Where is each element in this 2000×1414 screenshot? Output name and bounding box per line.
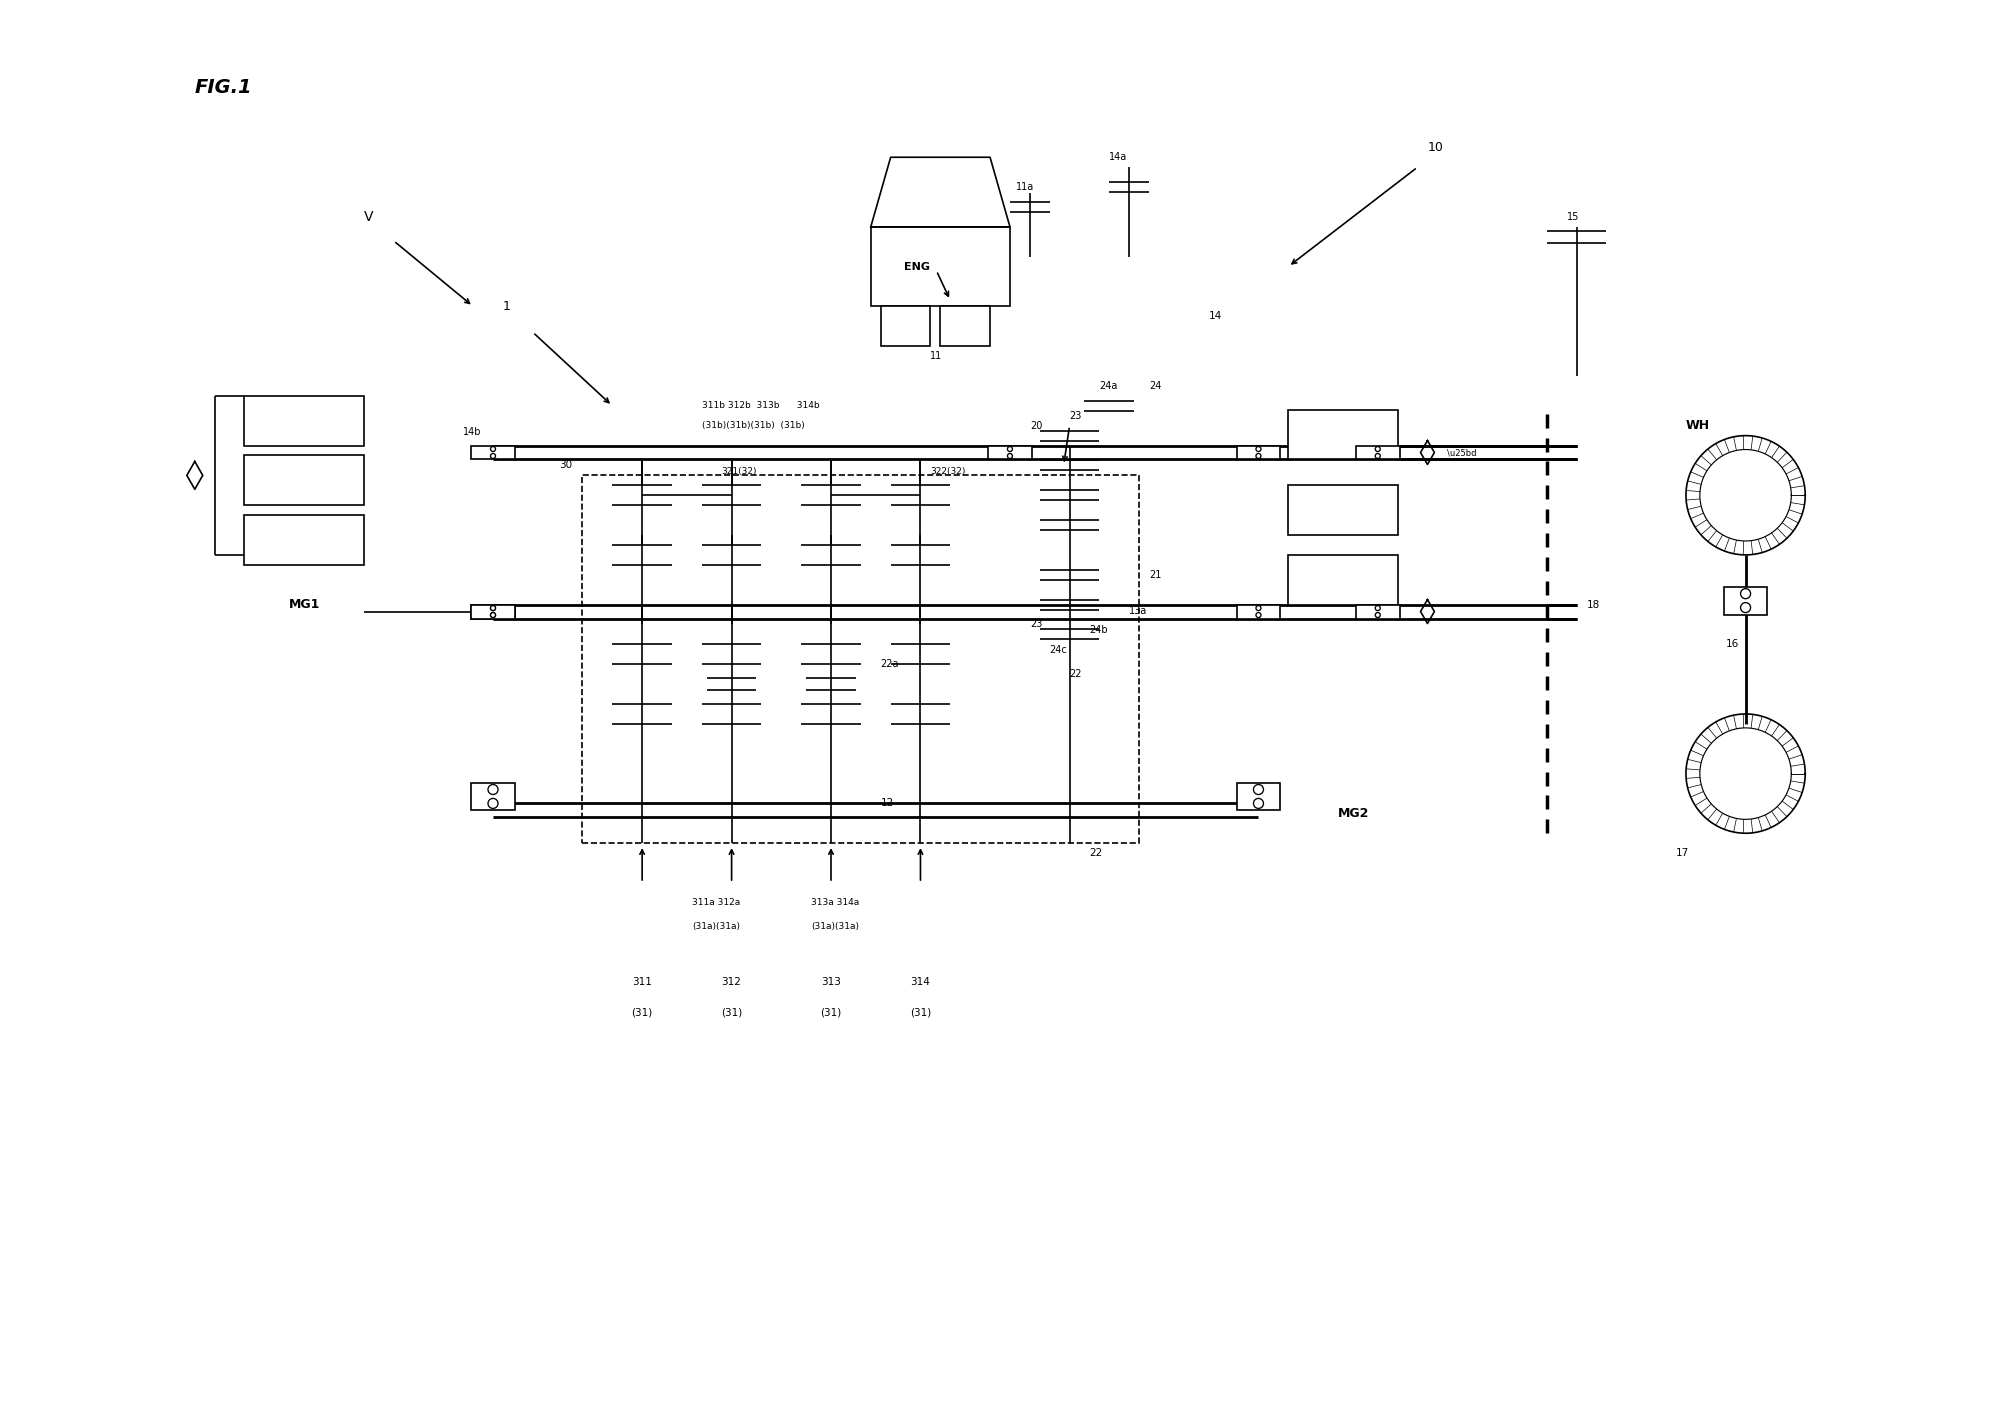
Text: 24a: 24a [1100,380,1118,390]
Text: 311b 312b  313b      314b: 311b 312b 313b 314b [702,402,820,410]
Text: 14: 14 [1208,311,1222,321]
Circle shape [1376,447,1380,451]
Bar [472,605,514,618]
Bar [244,455,364,505]
Circle shape [1256,447,1260,451]
Circle shape [1376,612,1380,618]
Circle shape [1256,454,1260,458]
Circle shape [1254,785,1264,795]
Text: 322(32): 322(32) [930,467,966,477]
Text: 311a 312a: 311a 312a [692,898,740,908]
Bar [1356,445,1400,460]
Circle shape [488,785,498,795]
Text: 21: 21 [1150,570,1162,580]
Text: 23: 23 [1030,619,1042,629]
Text: 312: 312 [722,977,742,987]
Circle shape [1256,612,1260,618]
Circle shape [1254,799,1264,809]
Circle shape [490,454,496,458]
Text: (31a)(31a): (31a)(31a) [812,922,860,932]
Text: 311: 311 [632,977,652,987]
Text: 11: 11 [930,351,942,361]
Bar [472,782,514,810]
Circle shape [490,605,496,611]
Bar [940,307,990,346]
Text: 313: 313 [822,977,840,987]
Text: WH: WH [1686,419,1710,433]
Text: \u25bd: \u25bd [1448,448,1476,457]
Text: 23: 23 [1070,410,1082,421]
Text: 18: 18 [1586,600,1600,609]
Bar [582,475,1140,843]
Circle shape [490,612,496,618]
Text: 22a: 22a [880,659,900,669]
Text: 13: 13 [1298,410,1312,421]
Text: FIG.1: FIG.1 [194,78,252,98]
Text: 22: 22 [1090,848,1102,858]
Bar [880,307,930,346]
Text: 11a: 11a [1016,182,1034,192]
Text: 314: 314 [910,977,930,987]
Text: 14a: 14a [1110,153,1128,163]
Text: 313a 314a: 313a 314a [812,898,860,908]
Circle shape [488,799,498,809]
Text: V: V [364,209,374,223]
Text: ENG: ENG [904,262,930,271]
Text: 15: 15 [1566,212,1580,222]
Bar [472,605,514,618]
Text: 24c: 24c [1050,645,1068,655]
Circle shape [1740,588,1750,598]
Text: 16: 16 [1726,639,1738,649]
Bar [870,226,1010,307]
Text: 17: 17 [1676,848,1690,858]
Text: MG2: MG2 [1338,807,1370,820]
Bar [1356,605,1400,618]
Bar [1288,410,1398,460]
Text: MG1: MG1 [288,598,320,611]
Text: (31): (31) [910,1007,932,1017]
Bar [1236,605,1280,618]
Text: 24: 24 [1150,380,1162,390]
Bar [988,445,1032,460]
Text: 14b: 14b [464,427,482,437]
Bar [472,445,514,460]
Circle shape [490,447,496,451]
Text: 1: 1 [502,300,510,312]
Text: 321(32): 321(32) [722,467,758,477]
Bar [1288,554,1398,605]
Text: 10: 10 [1428,141,1444,154]
Text: (31b)(31b)(31b)  (31b): (31b)(31b)(31b) (31b) [702,421,804,430]
Bar [1288,485,1398,534]
Text: (31): (31) [632,1007,652,1017]
Circle shape [1740,602,1750,612]
Bar [244,515,364,564]
Text: (31a)(31a): (31a)(31a) [692,922,740,932]
Text: 12: 12 [880,799,894,809]
Bar [1236,782,1280,810]
Circle shape [490,612,496,618]
Text: (31): (31) [820,1007,842,1017]
Circle shape [490,605,496,611]
Text: 22: 22 [1070,669,1082,679]
Text: (31): (31) [720,1007,742,1017]
Text: 30: 30 [560,461,572,471]
Bar [1236,445,1280,460]
Circle shape [1008,447,1012,451]
Bar [244,396,364,445]
Text: 20: 20 [1030,421,1042,431]
Circle shape [1256,605,1260,611]
Text: 24b: 24b [1090,625,1108,635]
Text: 13a: 13a [1130,605,1148,615]
Polygon shape [870,157,1010,226]
Circle shape [1376,605,1380,611]
Circle shape [1008,454,1012,458]
Bar [1724,587,1768,615]
Circle shape [1376,454,1380,458]
